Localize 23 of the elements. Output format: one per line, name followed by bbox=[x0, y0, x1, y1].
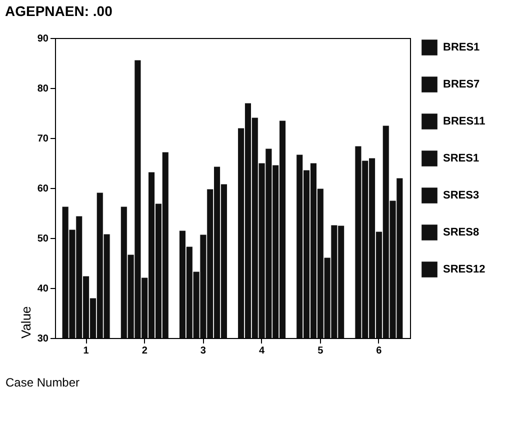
x-tick-label: 5 bbox=[318, 346, 324, 356]
y-tick-label: 40 bbox=[37, 284, 49, 294]
legend-label: BRES11 bbox=[443, 116, 486, 128]
legend-label: SRES8 bbox=[443, 226, 480, 238]
legend-label: SRES1 bbox=[443, 152, 480, 164]
x-tick-label: 2 bbox=[142, 346, 148, 356]
y-tick-label: 60 bbox=[37, 184, 49, 194]
legend-label: SRES12 bbox=[443, 264, 486, 276]
y-tick-label: 80 bbox=[37, 84, 49, 94]
legend-label: BRES1 bbox=[443, 42, 480, 54]
y-tick-label: 90 bbox=[37, 34, 49, 44]
x-tick-label: 3 bbox=[200, 346, 206, 356]
legend-label: SRES3 bbox=[443, 190, 480, 202]
x-tick-label: 6 bbox=[376, 346, 382, 356]
x-tick-label: 4 bbox=[259, 346, 266, 356]
y-axis-title: Value bbox=[18, 306, 34, 338]
x-tick-label: 1 bbox=[83, 346, 90, 356]
x-axis-title: Case Number bbox=[6, 376, 80, 390]
y-tick-label: 30 bbox=[37, 334, 49, 344]
y-tick-label: 70 bbox=[37, 134, 49, 144]
legend-label: BRES7 bbox=[443, 78, 480, 90]
y-tick-label: 50 bbox=[37, 234, 49, 244]
chart-title: AGEPNAEN: .00 bbox=[5, 3, 113, 19]
